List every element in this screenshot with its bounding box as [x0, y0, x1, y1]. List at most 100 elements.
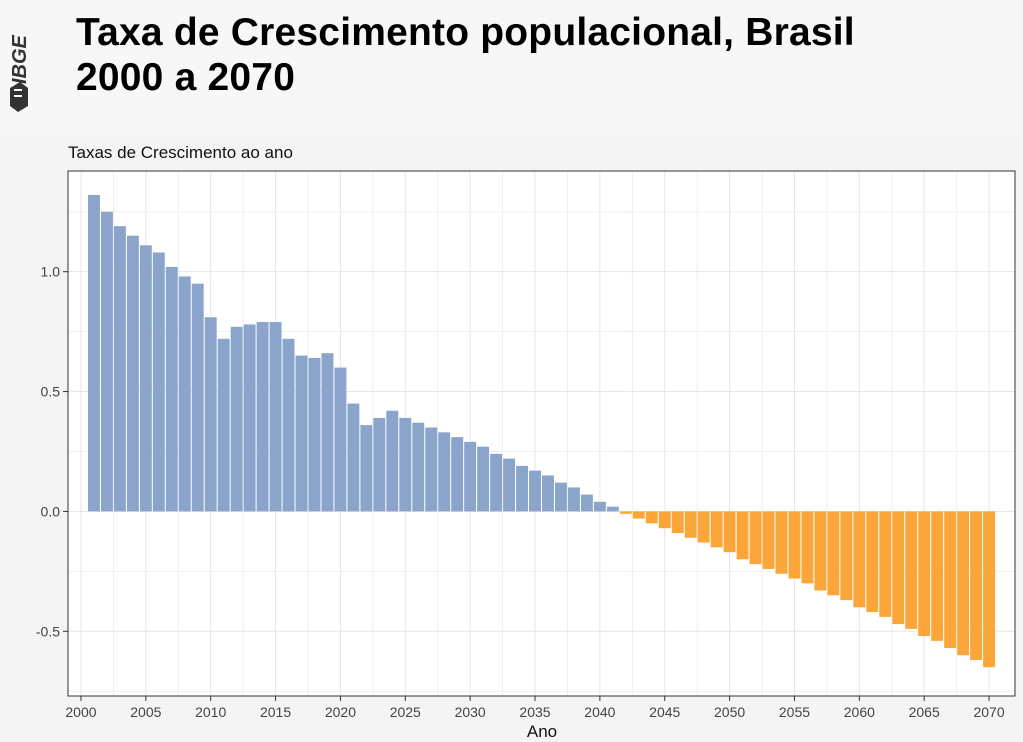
x-tick-label-2060: 2060 [844, 704, 875, 720]
bar-2061 [866, 511, 879, 613]
bar-2048 [697, 511, 710, 543]
bar-2031 [477, 446, 490, 512]
bar-2046 [671, 511, 684, 533]
bar-2028 [438, 432, 451, 512]
bar-2024 [386, 410, 399, 512]
x-tick-label-2045: 2045 [649, 704, 680, 720]
bar-2025 [399, 417, 412, 512]
bar-2050 [723, 511, 736, 553]
bar-2070 [983, 511, 996, 668]
bar-2003 [113, 226, 126, 512]
y-tick-label-0.5: 0.5 [41, 384, 61, 400]
bar-2038 [567, 487, 580, 512]
y-tick-label--0.5: -0.5 [36, 623, 60, 639]
bar-2069 [970, 511, 983, 661]
chart-title: Taxas de Crescimento ao ano [68, 143, 293, 162]
x-tick-label-2050: 2050 [714, 704, 745, 720]
bar-2040 [593, 501, 606, 512]
bar-2037 [554, 482, 567, 512]
bar-2008 [178, 276, 191, 512]
bar-2065 [918, 511, 931, 637]
bar-2011 [217, 338, 230, 512]
x-tick-label-2020: 2020 [325, 704, 356, 720]
bar-2006 [152, 252, 165, 512]
x-tick-label-2015: 2015 [260, 704, 291, 720]
bar-2044 [645, 511, 658, 524]
bar-2004 [126, 235, 139, 512]
x-tick-label-2010: 2010 [195, 704, 226, 720]
bar-2049 [710, 511, 723, 548]
x-tick-label-2070: 2070 [973, 704, 1004, 720]
ibge-logo: IBGE [9, 34, 30, 112]
bar-2032 [490, 453, 503, 512]
bar-2017 [295, 355, 308, 512]
bar-2062 [879, 511, 892, 617]
page-title-line1: Taxa de Crescimento populacional, Brasil [76, 11, 855, 54]
bar-2014 [256, 322, 269, 512]
bar-2002 [100, 211, 113, 512]
axis-layer: 2000 2005 2010 2015 2020 2025 2030 2035 2040 2045… [36, 170, 1016, 720]
bar-2068 [957, 511, 970, 656]
bar-2009 [191, 283, 204, 512]
bar-2041 [606, 506, 619, 512]
bar-2027 [425, 427, 438, 512]
bar-2013 [243, 324, 256, 512]
x-tick-label-2055: 2055 [779, 704, 810, 720]
x-tick-label-2005: 2005 [130, 704, 161, 720]
bar-2052 [749, 511, 762, 565]
bar-2033 [503, 458, 516, 512]
plot-frame [67, 170, 1016, 697]
bar-2015 [269, 322, 282, 512]
bar-2067 [944, 511, 957, 649]
y-tick-label-0: 0.0 [41, 503, 61, 519]
bar-2001 [87, 194, 100, 512]
bar-2021 [347, 403, 360, 512]
x-tick-label-2065: 2065 [909, 704, 940, 720]
bar-2063 [892, 511, 905, 625]
bar-2058 [827, 511, 840, 596]
x-tick-label-2040: 2040 [584, 704, 615, 720]
bar-2016 [282, 338, 295, 512]
x-tick-label-2025: 2025 [390, 704, 421, 720]
bar-2051 [736, 511, 749, 560]
bar-2029 [451, 437, 464, 512]
bar-2023 [373, 417, 386, 512]
page-title-line2: 2000 a 2070 [76, 56, 296, 99]
bar-2054 [775, 511, 788, 574]
bar-2026 [412, 422, 425, 512]
bar-2059 [840, 511, 853, 601]
bar-2039 [580, 494, 593, 512]
bar-2020 [334, 367, 347, 512]
bar-2057 [814, 511, 827, 591]
y-tick-label-1: 1.0 [41, 264, 61, 280]
bar-2060 [853, 511, 866, 608]
bar-2018 [308, 357, 321, 512]
ibge-logo-mark [10, 82, 28, 112]
bar-2043 [632, 511, 645, 519]
bar-2042 [619, 511, 632, 514]
ibge-logo-text: IBGE [9, 34, 30, 84]
x-tick-label-2030: 2030 [455, 704, 486, 720]
bar-2005 [139, 245, 152, 512]
bar-2045 [658, 511, 671, 529]
bar-2036 [542, 475, 554, 512]
bar-2055 [788, 511, 801, 579]
bar-2007 [165, 266, 178, 512]
bar-2035 [529, 470, 541, 512]
page-title: Taxa de Crescimento populacional, Brasil… [76, 10, 1006, 100]
x-tick-label-2000: 2000 [65, 704, 96, 720]
bar-2022 [360, 425, 373, 512]
bar-2034 [516, 465, 529, 512]
bar-2047 [684, 511, 697, 538]
bar-layer [87, 194, 996, 668]
bar-2010 [204, 317, 217, 512]
x-axis-label: Ano [527, 722, 557, 741]
bar-2053 [762, 511, 775, 569]
bar-2066 [931, 511, 944, 641]
bar-2056 [801, 511, 814, 584]
bar-2064 [905, 511, 918, 629]
bar-2019 [321, 353, 334, 512]
bar-2030 [464, 441, 477, 512]
x-tick-label-2035: 2035 [519, 704, 550, 720]
